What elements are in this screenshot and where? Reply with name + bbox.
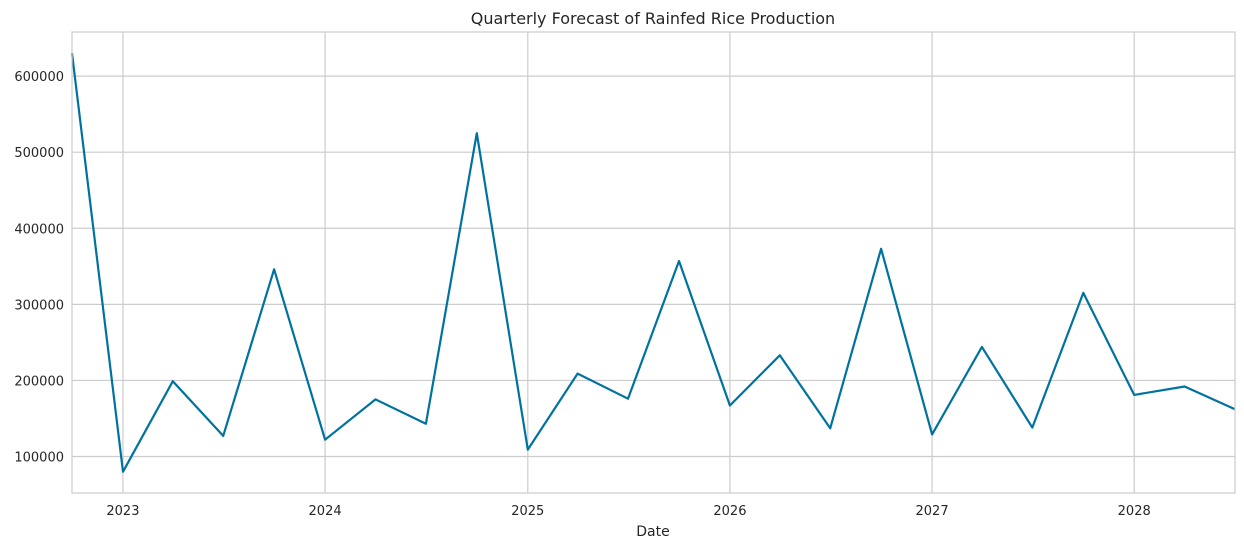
series-line [70,53,1236,473]
x-tick-label: 2026 [713,504,746,519]
x-tick-labels: 2023 2024 2025 2026 2027 2028 [106,504,1150,519]
y-gridlines [72,75,1235,458]
y-tick-label: 600000 [14,70,64,85]
y-tick-label: 100000 [14,450,64,465]
y-tick-label: 400000 [14,222,64,237]
x-axis-label: Date [636,524,669,540]
y-tick-label: 500000 [14,146,64,161]
series-layer [70,53,1236,473]
y-tick-label: 200000 [14,374,64,389]
x-tick-label: 2027 [916,504,949,519]
x-tick-label: 2024 [309,504,342,519]
y-tick-label: 300000 [14,298,64,313]
x-tick-label: 2023 [106,504,139,519]
chart-title: Quarterly Forecast of Rainfed Rice Produ… [471,9,835,28]
y-tick-labels: 100000 200000 300000 400000 500000 600000 [14,70,64,465]
x-tick-label: 2028 [1118,504,1151,519]
x-tick-label: 2025 [511,504,544,519]
x-gridlines [122,32,1135,493]
plot-frame [71,31,1236,494]
